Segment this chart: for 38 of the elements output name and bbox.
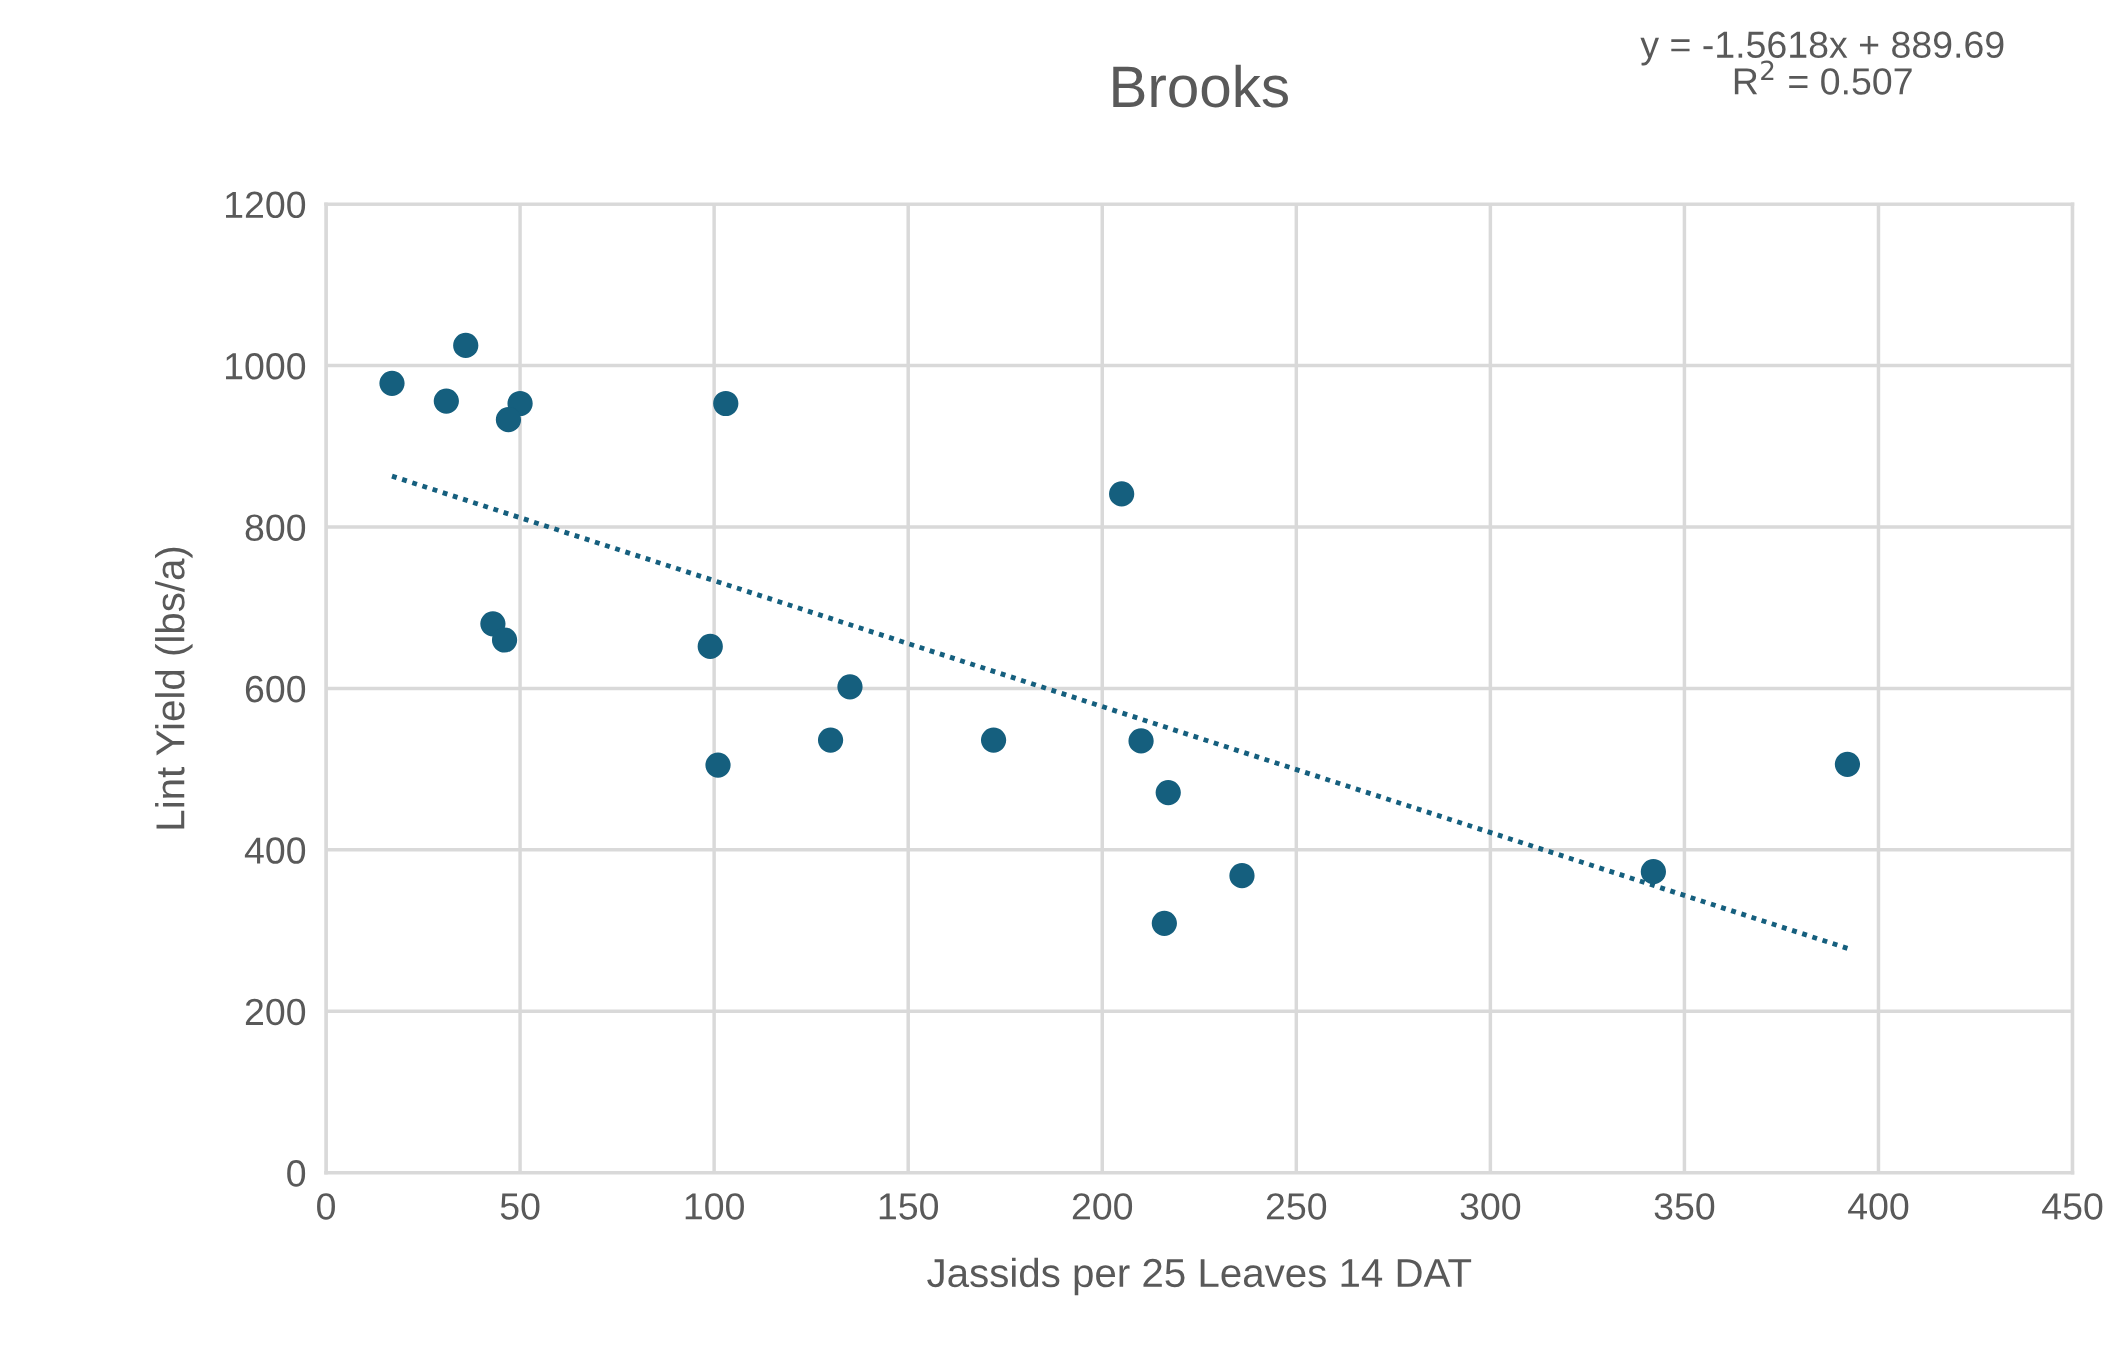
point	[379, 370, 405, 396]
y-tick-label: 600	[245, 675, 306, 703]
x-tick-label: 400	[1848, 1193, 1909, 1220]
y-tick-label: 1200	[226, 191, 306, 219]
point	[1834, 751, 1861, 777]
point	[1155, 779, 1181, 806]
point	[705, 752, 731, 778]
point	[837, 674, 863, 700]
point	[453, 332, 479, 358]
x-axis-title: Jassids per 25 Leaves 14 DAT	[927, 1257, 1472, 1296]
x-tick-label: 150	[879, 1193, 939, 1220]
point	[495, 407, 522, 433]
y-tick-label: 200	[245, 998, 306, 1026]
point	[491, 627, 518, 653]
x-tick-label: 50	[500, 1193, 540, 1220]
x-tick-label: 250	[1266, 1193, 1327, 1220]
y-tick-label: 400	[244, 837, 306, 864]
x-tick-label: 100	[685, 1193, 744, 1220]
point	[1109, 481, 1135, 507]
chart-title: Brooks	[1113, 64, 1288, 108]
x-tick-label: 450	[2042, 1193, 2103, 1220]
x-tick-label: 200	[1072, 1193, 1133, 1220]
point	[1128, 728, 1154, 754]
point	[1640, 859, 1666, 885]
x-tick-label: 350	[1654, 1193, 1715, 1220]
y-tick-label: 1000	[226, 352, 306, 380]
y-tick-label: 800	[245, 514, 306, 541]
point	[1229, 863, 1255, 889]
point	[817, 727, 844, 753]
point	[433, 388, 459, 414]
point	[697, 633, 723, 660]
x-tick-label: 0	[317, 1193, 335, 1220]
point	[1151, 910, 1177, 936]
point	[713, 390, 739, 417]
x-tick-label: 300	[1460, 1193, 1521, 1220]
point	[980, 727, 1007, 753]
y-tick-label: 0	[287, 1160, 306, 1187]
y-axis-title: Lint Yield (lbs/a)	[155, 547, 193, 829]
